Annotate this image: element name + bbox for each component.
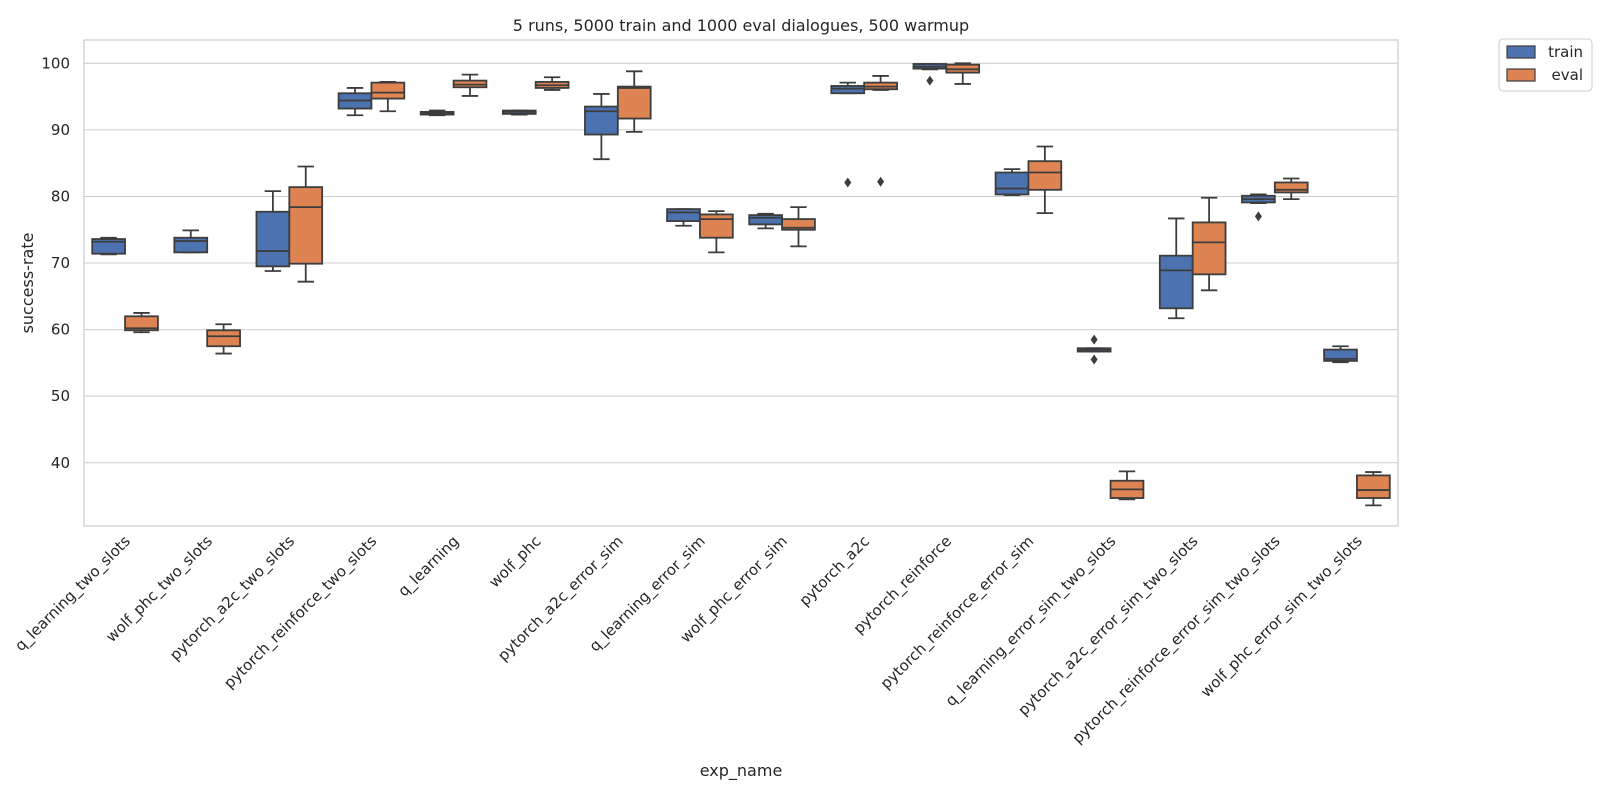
box-body xyxy=(1027,160,1063,191)
box-body xyxy=(616,85,652,120)
legend-swatch-eval xyxy=(1506,68,1536,82)
outlier-marker xyxy=(1090,354,1098,365)
y-tick-label: 90 xyxy=(51,121,70,139)
box-body xyxy=(1273,181,1309,194)
box-body xyxy=(1323,348,1358,362)
box-body xyxy=(1158,254,1194,310)
box-train-14 xyxy=(1241,193,1276,222)
box-body xyxy=(91,238,126,255)
x-axis-label: exp_name xyxy=(700,761,783,781)
box-eval-3 xyxy=(370,81,406,113)
box-eval-6 xyxy=(616,70,652,133)
y-tick-label: 50 xyxy=(51,387,70,405)
outlier-marker xyxy=(1090,334,1098,345)
box-body xyxy=(124,315,159,332)
box-eval-15 xyxy=(1356,471,1391,507)
box-body xyxy=(206,329,241,348)
box-eval-2 xyxy=(288,165,324,283)
box-body xyxy=(994,171,1030,196)
boxes xyxy=(91,62,1391,507)
outlier-marker xyxy=(877,176,885,187)
box-train-11 xyxy=(994,168,1030,197)
plot-frame xyxy=(83,39,1399,527)
legend-swatch-train xyxy=(1506,45,1536,59)
box-train-3 xyxy=(337,87,373,117)
outlier-marker xyxy=(1254,211,1262,222)
box-train-1 xyxy=(173,229,209,254)
box-train-15 xyxy=(1323,345,1358,364)
box-train-6 xyxy=(584,93,619,161)
y-tick-label: 40 xyxy=(51,454,70,472)
outlier-marker xyxy=(926,75,934,86)
box-body xyxy=(699,213,734,239)
box-eval-12 xyxy=(1109,470,1145,501)
y-tick-label: 60 xyxy=(51,321,70,339)
box-eval-5 xyxy=(534,76,570,91)
box-body xyxy=(666,208,701,222)
box-eval-8 xyxy=(781,206,816,248)
box-train-12 xyxy=(1076,334,1112,365)
box-body xyxy=(748,214,783,226)
box-body xyxy=(255,210,291,268)
box-train-0 xyxy=(91,236,126,256)
box-body xyxy=(830,85,866,95)
box-body xyxy=(288,186,324,265)
box-train-7 xyxy=(666,208,701,227)
box-eval-4 xyxy=(452,73,488,97)
chart-title: 5 runs, 5000 train and 1000 eval dialogu… xyxy=(513,16,969,35)
box-train-4 xyxy=(419,109,455,117)
box-body xyxy=(370,81,406,100)
box-eval-1 xyxy=(206,323,241,355)
box-body xyxy=(1356,474,1391,499)
box-body xyxy=(781,218,816,231)
box-eval-9 xyxy=(863,75,898,187)
outlier-marker xyxy=(844,177,852,188)
legend: train eval xyxy=(1498,38,1593,92)
box-eval-10 xyxy=(945,62,981,85)
box-train-2 xyxy=(255,190,291,272)
box-eval-11 xyxy=(1027,145,1063,214)
y-tick-label: 100 xyxy=(41,54,70,72)
box-body xyxy=(1191,221,1227,276)
box-eval-14 xyxy=(1273,177,1309,201)
y-tick-labels: 40 50 60 70 80 90 100 xyxy=(41,54,70,471)
y-tick-label: 70 xyxy=(51,254,70,272)
box-eval-7 xyxy=(699,210,734,254)
box-train-5 xyxy=(501,109,537,116)
legend-label-eval: eval xyxy=(1552,66,1583,84)
box-eval-0 xyxy=(124,312,159,334)
box-body xyxy=(173,236,209,254)
legend-label-train: train xyxy=(1548,43,1583,61)
box-eval-13 xyxy=(1191,196,1227,292)
box-train-13 xyxy=(1158,217,1194,320)
y-tick-label: 80 xyxy=(51,187,70,205)
y-axis-label: success-rate xyxy=(18,233,37,334)
